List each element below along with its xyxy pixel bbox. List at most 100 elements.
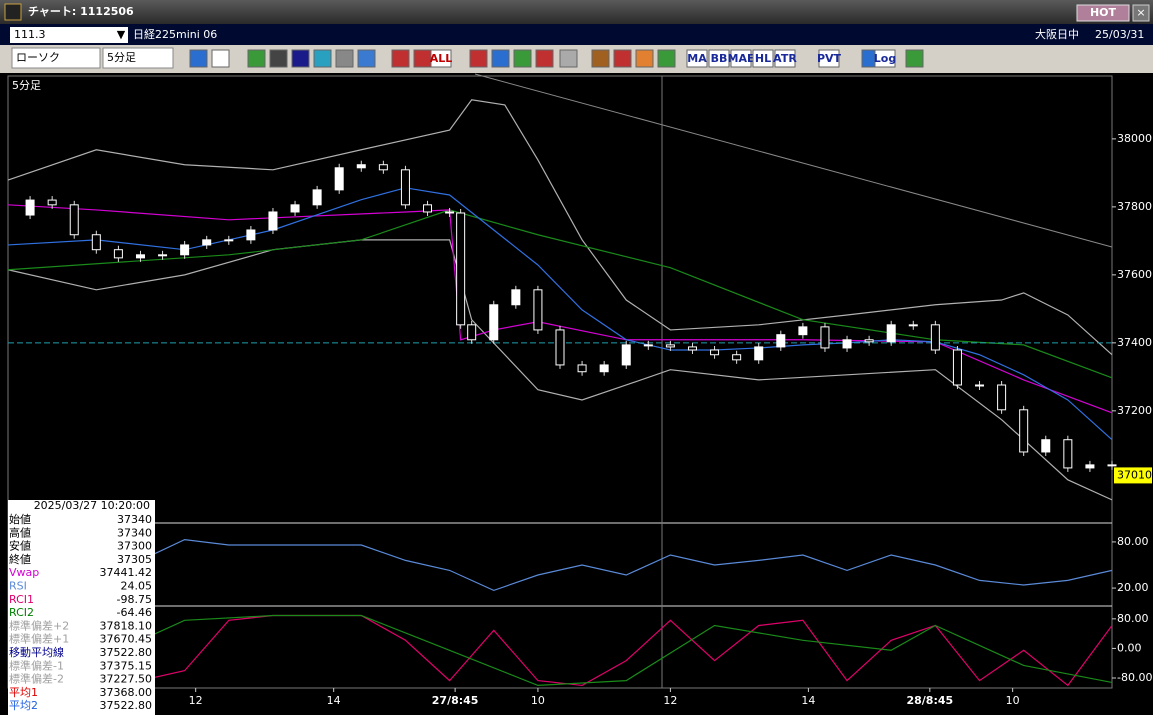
candle — [687, 346, 697, 351]
candle — [864, 339, 874, 343]
candle — [621, 344, 631, 366]
window-title: チャート: 1112506 — [28, 5, 134, 18]
y-tick-label: 37200 — [1117, 404, 1152, 417]
candle — [47, 199, 57, 206]
candle — [334, 167, 344, 191]
info-value: 37340 — [117, 526, 152, 539]
tool-button[interactable] — [905, 49, 924, 68]
info-value: 37522.80 — [100, 646, 153, 659]
tool-button[interactable] — [774, 49, 796, 68]
candle — [356, 164, 366, 169]
tool-button[interactable] — [413, 49, 432, 68]
title-bar — [0, 0, 1153, 24]
tool-label: PVT — [817, 52, 842, 65]
candle — [665, 344, 675, 348]
tool-button[interactable] — [874, 49, 896, 68]
info-label: 平均2 — [9, 699, 38, 712]
tool-button[interactable] — [430, 49, 452, 68]
tool-button[interactable] — [535, 49, 554, 68]
info-label: Vwap — [9, 566, 39, 579]
info-value: 24.05 — [121, 580, 153, 593]
tool-button[interactable] — [391, 49, 410, 68]
info-label: 高値 — [9, 525, 31, 539]
candle — [776, 334, 786, 348]
info-value: -64.46 — [117, 606, 152, 619]
candle — [930, 324, 940, 351]
symbol-input[interactable] — [10, 27, 128, 43]
candle — [975, 384, 985, 387]
tool-label: ATR — [773, 52, 797, 65]
tool-button[interactable] — [189, 49, 208, 68]
info-label: 始値 — [9, 512, 31, 526]
candle — [378, 164, 388, 171]
x-tick-label: 27/8:45 — [432, 694, 479, 707]
tool-button[interactable] — [513, 49, 532, 68]
x-tick-label: 14 — [801, 694, 815, 707]
info-label: 標準偏差+2 — [9, 618, 69, 632]
x-tick-label: 28/8:45 — [906, 694, 953, 707]
candle — [886, 324, 896, 343]
info-value: -98.75 — [117, 593, 152, 606]
candle — [820, 326, 830, 349]
tool-button[interactable] — [335, 49, 354, 68]
tool-label: ALL — [430, 52, 453, 65]
x-tick-label: 10 — [531, 694, 545, 707]
tool-button[interactable] — [269, 49, 288, 68]
indicator-line — [7, 209, 1113, 379]
candle — [577, 364, 587, 373]
interval-select[interactable] — [102, 47, 174, 69]
info-value: 37818.10 — [100, 619, 153, 632]
tool-button[interactable] — [657, 49, 676, 68]
x-tick-label: 12 — [189, 694, 203, 707]
candle — [1085, 464, 1095, 469]
candle — [489, 304, 499, 341]
y-tick-label: 37400 — [1117, 336, 1152, 349]
tool-button[interactable] — [730, 49, 752, 68]
candle — [135, 254, 145, 259]
candle — [312, 189, 322, 206]
info-value: 37522.80 — [100, 699, 153, 712]
tool-button[interactable] — [635, 49, 654, 68]
info-value: 37375.15 — [100, 659, 153, 672]
trend-line — [474, 73, 1113, 248]
tool-button[interactable] — [211, 49, 230, 68]
info-panel — [8, 500, 155, 715]
candle — [754, 346, 764, 361]
price-tag-label: 37010 — [1117, 468, 1152, 481]
tool-button[interactable] — [491, 49, 510, 68]
tool-label: MAE — [728, 52, 755, 65]
tool-button[interactable] — [752, 49, 774, 68]
candle — [113, 249, 123, 259]
candle — [445, 211, 455, 214]
tool-button[interactable] — [313, 49, 332, 68]
tool-label: Log — [874, 52, 896, 65]
tool-button[interactable] — [291, 49, 310, 68]
tool-button[interactable] — [686, 49, 708, 68]
tool-button[interactable] — [708, 49, 730, 68]
close-button[interactable] — [1132, 4, 1150, 22]
x-tick-label: 12 — [663, 694, 677, 707]
info-label: RCI2 — [9, 606, 34, 619]
info-value: 37340 — [117, 513, 152, 526]
info-label: 標準偏差+1 — [9, 632, 69, 646]
tool-button[interactable] — [591, 49, 610, 68]
info-label: 平均1 — [9, 686, 38, 699]
hot-button[interactable] — [1076, 4, 1130, 22]
candle — [69, 204, 79, 236]
candle — [423, 204, 433, 213]
tool-button[interactable] — [357, 49, 376, 68]
chart-type-select[interactable] — [11, 47, 101, 69]
tool-button[interactable] — [247, 49, 266, 68]
candle — [1063, 439, 1073, 469]
candle — [158, 254, 168, 257]
tool-label: HL — [755, 52, 771, 65]
tool-button[interactable] — [559, 49, 578, 68]
info-label: 標準偏差-2 — [9, 672, 64, 686]
tool-button[interactable] — [818, 49, 840, 68]
info-label: 標準偏差-1 — [9, 658, 64, 672]
oscillator-line — [7, 538, 1113, 592]
chart-type: ローソク — [16, 51, 60, 64]
tool-button[interactable] — [613, 49, 632, 68]
candle — [25, 199, 35, 216]
tool-button[interactable] — [469, 49, 488, 68]
